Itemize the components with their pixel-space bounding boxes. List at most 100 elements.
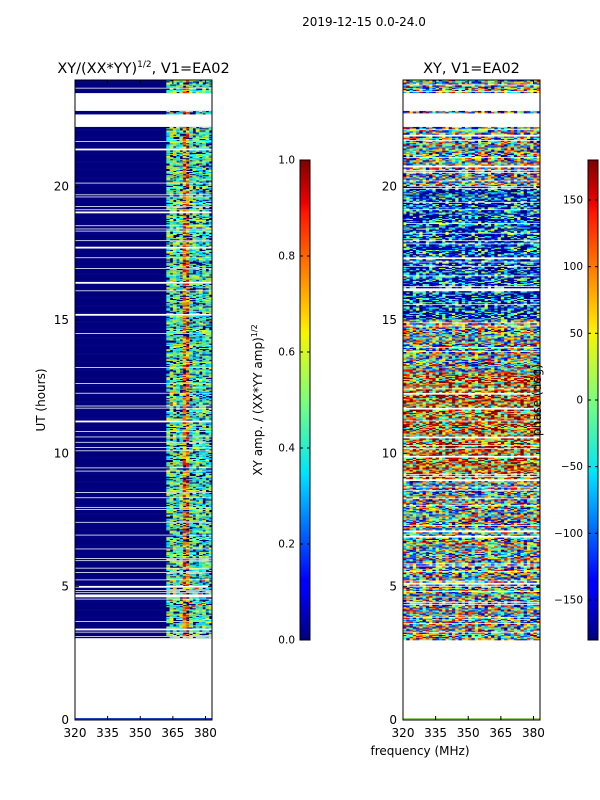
heatmap-cell [202,164,207,166]
heatmap-cell [198,349,203,352]
heatmap-cell [192,389,197,391]
heatmap-cell [182,176,187,178]
heatmap-cell [208,370,212,372]
heatmap-cell [208,160,212,162]
heatmap-cell [169,510,174,513]
heatmap-cell [176,221,180,224]
heatmap-cell [166,633,171,635]
heatmap-cell [182,160,187,162]
heatmap-cell [182,288,187,290]
heatmap-cell [208,166,212,168]
heatmap-cell [185,134,190,136]
heatmap-cell [176,469,180,471]
heatmap-cell [166,614,171,616]
heatmap-cell [179,496,184,498]
heatmap-cell [189,562,194,564]
heatmap-cell [166,457,171,459]
heatmap-cell [198,251,203,254]
heatmap-cell [195,529,200,531]
heatmap-cell [169,322,174,324]
heatmap-cell [192,370,197,372]
heatmap-row [75,331,212,334]
heatmap-cell [176,186,180,189]
heatmap-cell [179,86,184,88]
heatmap-cell [195,348,200,351]
heatmap-cell [202,277,207,279]
heatmap-cell [182,317,187,320]
heatmap-cell [172,274,177,276]
heatmap-row [75,325,212,327]
heatmap-cell [169,577,174,579]
heatmap-cell [172,232,177,234]
heatmap-row [75,136,212,138]
heatmap-cell [205,133,210,135]
heatmap-cell [166,510,171,513]
heatmap-cell [205,583,210,585]
heatmap-cell [179,374,184,376]
heatmap-cell [192,231,197,233]
heatmap-cell [195,563,200,565]
heatmap-cell [202,160,207,162]
heatmap-cell [189,90,194,93]
heatmap-cell [205,587,210,590]
heatmap-cell [195,327,200,329]
heatmap-cell [205,233,210,235]
heatmap-cell [189,542,194,545]
heatmap-cell [182,412,187,415]
heatmap-cell [176,226,180,228]
heatmap-cell [208,334,212,337]
heatmap-cell [172,516,177,518]
heatmap-cell [208,110,212,113]
heatmap-cell [166,256,171,258]
heatmap-cell [198,161,203,163]
heatmap-cell [182,472,187,474]
heatmap-cell [205,373,210,375]
heatmap-cell [182,252,187,255]
heatmap-row [75,210,212,212]
heatmap-cell [169,329,174,331]
heatmap-cell [192,201,197,203]
heatmap-cell [205,310,210,312]
heatmap-cell [205,177,210,179]
heatmap-cell [179,426,184,429]
heatmap-row [75,549,212,551]
heatmap-cell [195,320,200,322]
heatmap-cell [208,344,212,346]
heatmap-cell [172,264,177,266]
heatmap-cell [189,618,194,621]
heatmap-cell [166,288,171,290]
heatmap-cell [195,331,200,334]
heatmap-cell [202,275,207,277]
heatmap-cell [182,556,187,559]
heatmap-cell [192,168,197,170]
heatmap-cell [179,85,184,87]
heatmap-cell [166,487,171,489]
heatmap-cell [195,306,200,308]
heatmap-cell [202,402,207,404]
heatmap-cell [202,133,207,135]
heatmap-cell [166,475,171,478]
heatmap-cell [169,192,174,194]
heatmap-cell [205,578,210,580]
heatmap-cell [202,350,207,353]
heatmap-cell [169,469,174,471]
heatmap-cell [172,154,177,157]
heatmap-cell [208,157,212,160]
heatmap-cell [169,485,174,487]
heatmap-row [75,518,212,520]
heatmap-cell [198,155,203,158]
heatmap-cell [202,483,207,485]
heatmap-cell [189,345,194,347]
heatmap-cell [182,352,187,354]
heatmap-cell [182,553,187,555]
heatmap-cell [205,227,210,229]
heatmap-cell [166,584,171,586]
heatmap-cell [169,613,174,615]
heatmap-cell [205,342,210,344]
heatmap-cell [202,576,207,578]
heatmap-cell [169,444,174,447]
heatmap-cell [176,578,180,580]
heatmap-cell [208,195,212,197]
heatmap-cell [202,151,207,153]
heatmap-cell [208,187,212,190]
